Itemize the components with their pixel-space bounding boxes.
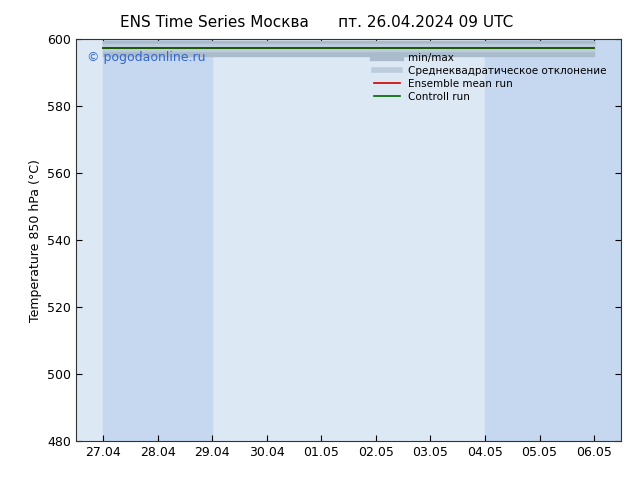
Text: ENS Time Series Москва      пт. 26.04.2024 09 UTC: ENS Time Series Москва пт. 26.04.2024 09…	[120, 15, 514, 30]
Bar	[158, 39, 212, 441]
Text: © pogodaonline.ru: © pogodaonline.ru	[87, 51, 205, 64]
Bar	[485, 39, 540, 441]
Y-axis label: Temperature 850 hPa (°С): Temperature 850 hPa (°С)	[29, 159, 42, 321]
Bar	[103, 39, 158, 441]
Bar	[594, 39, 627, 441]
Legend: min/max, Среднеквадратическое отклонение, Ensemble mean run, Controll run: min/max, Среднеквадратическое отклонение…	[370, 49, 611, 106]
Bar	[540, 39, 594, 441]
